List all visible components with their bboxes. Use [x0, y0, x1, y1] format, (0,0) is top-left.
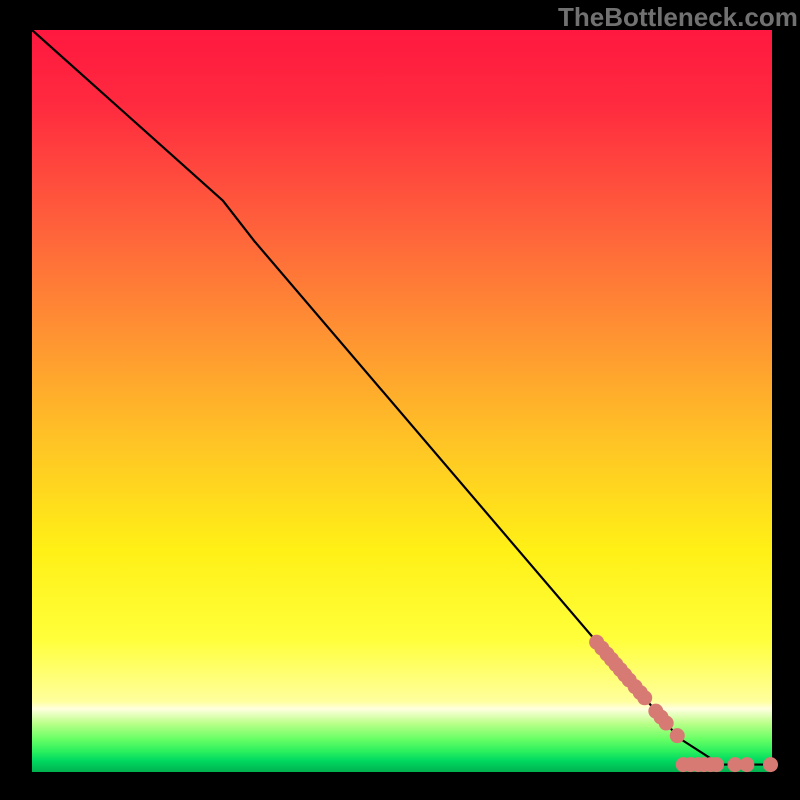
- chart-frame: TheBottleneck.com: [0, 0, 800, 800]
- data-point: [670, 728, 685, 743]
- plot-background: [32, 30, 772, 772]
- data-point: [739, 757, 754, 772]
- data-point: [763, 757, 778, 772]
- watermark-text: TheBottleneck.com: [558, 2, 798, 33]
- data-point: [637, 690, 652, 705]
- chart-svg: [0, 0, 800, 800]
- data-point: [659, 716, 674, 731]
- data-point: [709, 757, 724, 772]
